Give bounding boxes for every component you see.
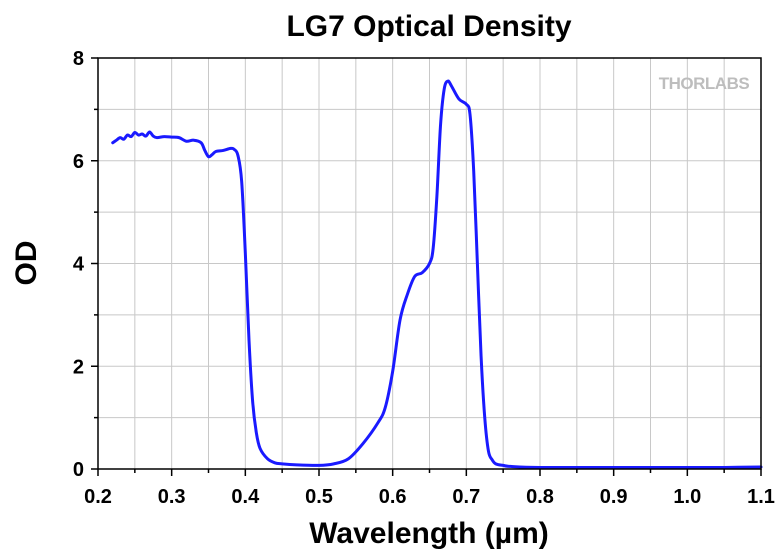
y-tick-label: 6 — [73, 151, 84, 173]
y-tick-label: 4 — [73, 254, 85, 276]
y-tick-label: 2 — [73, 356, 84, 378]
x-tick-label: 0.3 — [158, 486, 186, 508]
series-layer — [111, 79, 763, 470]
x-tick-label: 0.2 — [84, 486, 112, 508]
x-tick-label: 0.4 — [231, 486, 260, 508]
x-axis-label: Wavelength (µm) — [309, 517, 549, 550]
y-tick-label: 8 — [73, 48, 84, 70]
x-tick-label: 0.9 — [600, 486, 628, 508]
x-tick-label: 0.5 — [305, 486, 333, 508]
y-axis-label: OD — [10, 241, 43, 286]
chart-title: LG7 Optical Density — [286, 10, 571, 43]
x-tick-label: 0.7 — [452, 486, 480, 508]
thorlabs-watermark: THORLABS — [659, 74, 750, 93]
x-tick-label: 0.6 — [379, 486, 407, 508]
y-tick-labels: 0 2 4 6 8 — [73, 48, 85, 481]
x-tick-label: 1.1 — [747, 486, 775, 508]
axis-ticks — [91, 57, 762, 476]
grid — [98, 58, 761, 469]
x-tick-label: 1.0 — [673, 486, 701, 508]
x-tick-label: 0.8 — [526, 486, 554, 508]
x-tick-labels: 0.2 0.3 0.4 0.5 0.6 0.7 0.8 0.9 1.0 1.1 — [84, 486, 775, 508]
y-tick-label: 0 — [73, 459, 84, 481]
od-series-line — [111, 79, 763, 470]
